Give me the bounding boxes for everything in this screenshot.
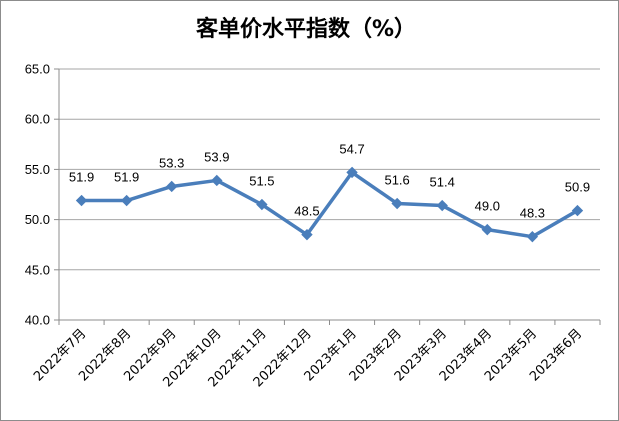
data-point-marker xyxy=(166,180,178,193)
grid-lines xyxy=(59,68,600,271)
data-point-marker xyxy=(301,228,313,241)
data-point-marker xyxy=(120,194,133,207)
data-label: 54.7 xyxy=(339,141,364,156)
y-tick-label: 45.0 xyxy=(25,262,50,277)
data-point-marker xyxy=(481,223,493,236)
data-label: 51.4 xyxy=(430,175,455,190)
data-label: 51.9 xyxy=(114,170,139,185)
y-tick-label: 65.0 xyxy=(25,62,50,77)
data-label: 53.3 xyxy=(159,155,184,170)
data-point-marker xyxy=(571,204,584,217)
y-tick-label: 50.0 xyxy=(25,212,50,227)
data-point-marker xyxy=(391,197,403,210)
y-tick-label: 60.0 xyxy=(25,112,50,127)
data-label: 53.9 xyxy=(204,149,229,164)
data-point-marker xyxy=(526,230,539,243)
axes xyxy=(54,68,601,325)
y-axis-ticks: 40.0 45.0 50.0 55.0 60.0 65.0 xyxy=(25,62,50,328)
data-label: 51.6 xyxy=(384,173,409,188)
y-tick-label: 40.0 xyxy=(25,313,50,328)
data-point-marker xyxy=(256,198,268,211)
data-point-marker xyxy=(346,166,358,179)
data-label: 48.3 xyxy=(520,206,545,221)
y-tick-label: 55.0 xyxy=(25,162,50,177)
data-point-marker xyxy=(211,174,223,187)
x-axis-ticks: 2022年7月2022年8月2022年9月2022年10月2022年11月202… xyxy=(31,326,585,390)
data-label: 49.0 xyxy=(475,199,500,214)
series xyxy=(75,166,584,243)
data-label: 50.9 xyxy=(565,180,590,195)
data-label: 48.5 xyxy=(294,204,319,219)
data-label: 51.9 xyxy=(69,170,94,185)
data-label: 51.5 xyxy=(249,174,274,189)
series-line xyxy=(81,170,579,239)
data-point-marker xyxy=(75,194,88,207)
chart-title: 客单价水平指数（%） xyxy=(196,16,416,42)
data-labels: 51.9 51.9 53.3 53.9 51.5 48.5 54.7 51.6 51.4 49.0… xyxy=(69,141,590,220)
data-point-marker xyxy=(436,199,448,212)
